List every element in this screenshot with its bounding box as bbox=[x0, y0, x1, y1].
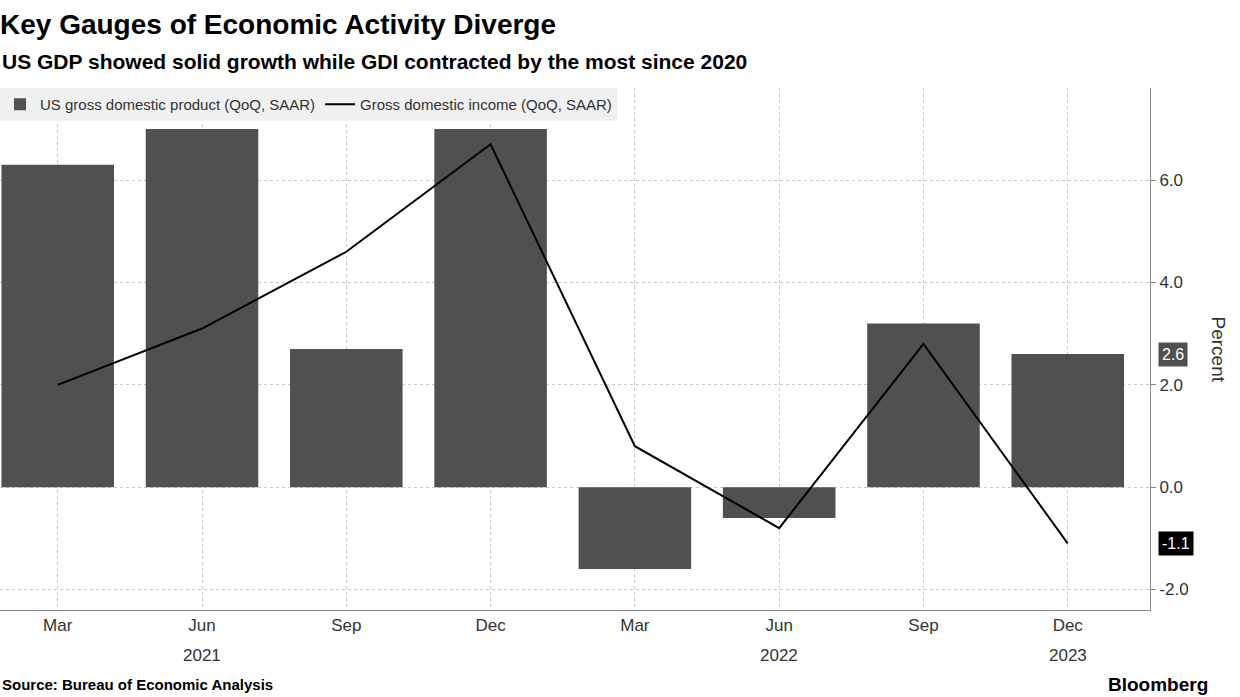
svg-text:Jun: Jun bbox=[765, 616, 792, 635]
svg-text:Sep: Sep bbox=[908, 616, 938, 635]
svg-text:6.0: 6.0 bbox=[1159, 171, 1183, 190]
svg-text:2021: 2021 bbox=[183, 646, 221, 665]
svg-text:Key Gauges of Economic Activit: Key Gauges of Economic Activity Diverge bbox=[0, 9, 556, 40]
svg-text:4.0: 4.0 bbox=[1159, 273, 1183, 292]
svg-text:2022: 2022 bbox=[760, 646, 798, 665]
svg-text:US gross domestic product (QoQ: US gross domestic product (QoQ, SAAR) bbox=[40, 96, 315, 113]
svg-text:0.0: 0.0 bbox=[1159, 478, 1183, 497]
svg-text:Bloomberg: Bloomberg bbox=[1108, 674, 1208, 695]
svg-text:2.0: 2.0 bbox=[1159, 376, 1183, 395]
svg-text:Dec: Dec bbox=[475, 616, 506, 635]
svg-text:-1.1: -1.1 bbox=[1162, 535, 1190, 552]
svg-text:US GDP showed solid growth whi: US GDP showed solid growth while GDI con… bbox=[2, 50, 747, 73]
svg-text:2.6: 2.6 bbox=[1162, 346, 1184, 363]
svg-text:Sep: Sep bbox=[331, 616, 361, 635]
svg-text:Mar: Mar bbox=[620, 616, 650, 635]
svg-text:Percent: Percent bbox=[1208, 317, 1229, 383]
svg-text:Jun: Jun bbox=[188, 616, 215, 635]
svg-text:Mar: Mar bbox=[43, 616, 73, 635]
svg-text:Source: Bureau of Economic Ana: Source: Bureau of Economic Analysis bbox=[2, 676, 273, 693]
svg-text:-2.0: -2.0 bbox=[1159, 580, 1188, 599]
svg-text:2023: 2023 bbox=[1049, 646, 1087, 665]
svg-text:Gross domestic income (QoQ, SA: Gross domestic income (QoQ, SAAR) bbox=[360, 96, 612, 113]
svg-text:Dec: Dec bbox=[1053, 616, 1084, 635]
